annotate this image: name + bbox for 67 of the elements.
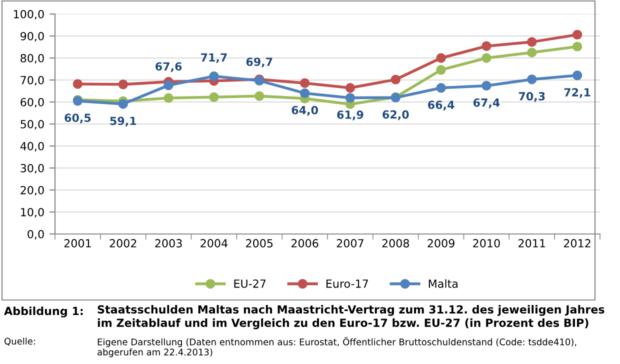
x-tick-label: 2002 bbox=[110, 239, 136, 248]
point bbox=[118, 99, 128, 109]
x-tick-label: 2001 bbox=[64, 239, 91, 248]
x-tick-label: 2009 bbox=[428, 239, 454, 248]
point bbox=[527, 48, 537, 58]
data-label: 72,1 bbox=[564, 88, 590, 98]
text: Staatsschulden Maltas nach Maastricht-Vertrag zum 31.12. des jeweiligen Jahres im Zeitablauf und im Vergleich zu den Euro-17 bzw. EU-27 (in Prozent des BIP) bbox=[98, 305, 604, 330]
y-tick-label: 60,0 bbox=[20, 98, 44, 108]
point bbox=[527, 37, 537, 47]
point bbox=[436, 83, 446, 93]
point bbox=[482, 80, 492, 91]
text: Abbildung 1: bbox=[4, 306, 83, 318]
point bbox=[572, 42, 582, 52]
point bbox=[164, 80, 174, 90]
point bbox=[527, 74, 537, 84]
x-tick-label: 2007 bbox=[336, 239, 364, 248]
x-tick-label: 2006 bbox=[291, 239, 318, 248]
legend-label: EU-27 bbox=[234, 279, 266, 288]
point bbox=[254, 91, 264, 101]
y-tick-label: 70,0 bbox=[20, 76, 44, 86]
source-note: Quelle: bbox=[4, 338, 35, 346]
y-tick-label: 0,0 bbox=[28, 230, 44, 240]
y-tick-label: 100,0 bbox=[14, 10, 44, 20]
y-tick-label: 90,0 bbox=[20, 32, 44, 42]
data-label: 71,7 bbox=[200, 53, 227, 64]
data-label: 67,6 bbox=[156, 62, 182, 72]
point bbox=[209, 71, 219, 82]
y-tick-label: 20,0 bbox=[20, 186, 44, 196]
point bbox=[345, 92, 356, 103]
data-label: 70,3 bbox=[518, 92, 545, 102]
point bbox=[72, 79, 83, 89]
y-tick-label: 50,0 bbox=[20, 120, 44, 130]
data-label: 67,4 bbox=[473, 98, 500, 108]
text: Eigene Darstellung (Daten entnommen aus: Eurostat, Öffentlicher Bruttoschuldenstand (Code: tsdde410), abgerufen am 22.4.2013) bbox=[98, 337, 576, 358]
point bbox=[390, 74, 400, 84]
x-tick-label: 2003 bbox=[155, 239, 182, 248]
data-label: 60,5 bbox=[64, 114, 91, 124]
point bbox=[118, 80, 128, 90]
point bbox=[300, 78, 310, 88]
x-tick-label: 2008 bbox=[382, 239, 410, 248]
point bbox=[436, 65, 446, 75]
point bbox=[164, 93, 174, 103]
y-tick-label: 80,0 bbox=[20, 54, 44, 64]
point bbox=[572, 70, 582, 80]
legend-label: Malta bbox=[428, 279, 458, 288]
x-tick-label: 2010 bbox=[473, 239, 500, 248]
point bbox=[209, 92, 219, 102]
x-tick-label: 2012 bbox=[564, 239, 590, 248]
legend-label: Euro-17 bbox=[326, 280, 368, 288]
data-label: 61,9 bbox=[337, 110, 364, 120]
data-label: 64,0 bbox=[292, 106, 318, 116]
point bbox=[300, 88, 310, 98]
x-tick-label: 2011 bbox=[518, 239, 545, 248]
point bbox=[436, 53, 446, 63]
data-label: 62,0 bbox=[382, 110, 409, 120]
data-label: 66,4 bbox=[428, 100, 454, 110]
point bbox=[572, 30, 582, 40]
x-tick-label: 2004 bbox=[200, 239, 228, 248]
point bbox=[482, 41, 492, 51]
y-tick-label: 40,0 bbox=[20, 142, 44, 152]
point bbox=[345, 83, 356, 93]
point bbox=[482, 53, 492, 63]
data-label: 59,1 bbox=[110, 116, 136, 126]
data-label: 69,7 bbox=[246, 58, 272, 68]
x-tick-label: 2005 bbox=[246, 239, 273, 248]
y-tick-label: 30,0 bbox=[20, 164, 44, 174]
y-tick-label: 10,0 bbox=[21, 208, 44, 218]
